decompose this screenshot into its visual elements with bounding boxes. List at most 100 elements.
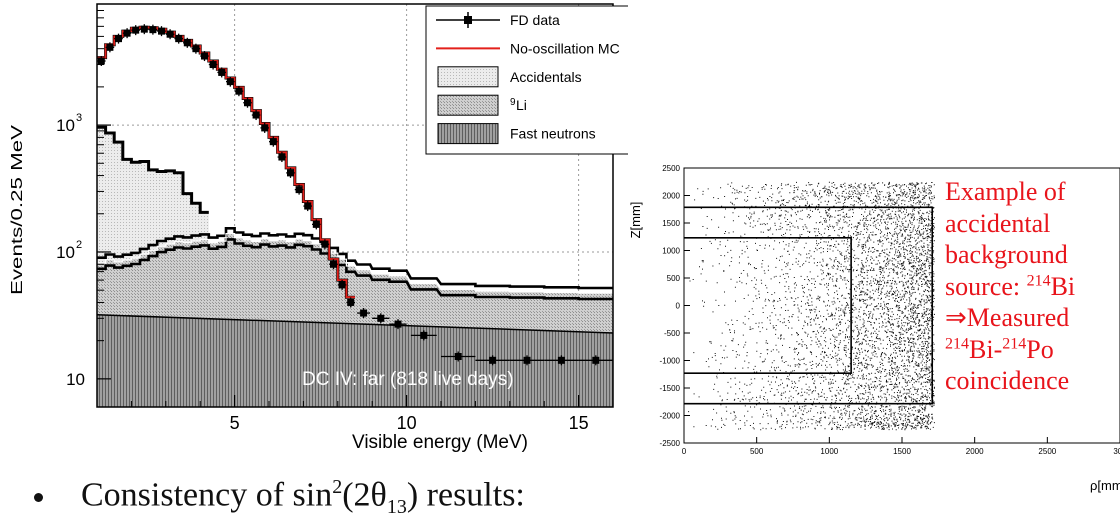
legend: FD data No-oscillation MC Accidentals 9 Li Fa… xyxy=(425,5,628,155)
bullet-line: Consistency of sin2(2θ13) results: xyxy=(34,470,525,524)
accidental-vertex-scatter: 0 500 1000 1500 2000 2500 300 -2500 -2000 -1500 -1… xyxy=(628,164,1120,493)
plot-frame xyxy=(96,3,614,408)
vertex-points xyxy=(688,181,935,431)
annotation-line-1: Example of xyxy=(945,177,1066,206)
fd-data-point xyxy=(304,202,312,210)
y-tick-exponent: 2 xyxy=(76,239,82,251)
legend-fd-marker xyxy=(464,16,472,24)
scatter-x-label: ρ[mm] xyxy=(1090,478,1120,493)
fast-neutrons-line xyxy=(96,314,614,334)
legend-label: Accidentals xyxy=(510,69,582,85)
fd-data-point xyxy=(269,138,277,146)
fast-neutrons-fill xyxy=(97,314,613,407)
fd-data-point xyxy=(235,87,243,95)
li9-band-lower xyxy=(97,238,613,301)
fd-data-point xyxy=(394,320,402,328)
fd-data-point xyxy=(209,61,217,69)
fd-data-point xyxy=(557,356,565,364)
dc-iv-label: DC IV: far (818 live days) xyxy=(302,369,514,390)
fd-data-point xyxy=(132,26,140,34)
x-axis-label: Visible energy (MeV) xyxy=(352,432,528,453)
sc-y-tick-label: -1000 xyxy=(660,357,681,366)
sc-y-tick-label: 2500 xyxy=(662,164,680,173)
scatter-y-label: Z[mm] xyxy=(628,202,643,239)
annotation-line-5: ⇒Measured xyxy=(945,303,1070,332)
sc-x-tick-label: 2000 xyxy=(966,447,984,456)
fd-data-point xyxy=(175,35,183,43)
sc-x-tick-label: 1000 xyxy=(820,447,838,456)
fd-data-point xyxy=(523,356,531,364)
annotation-line-3: background xyxy=(945,240,1068,269)
fd-data-point xyxy=(312,220,320,228)
accidental-annotation: Example of accidental background source:… xyxy=(945,176,1120,397)
fd-data-point xyxy=(252,111,260,119)
fd-data-point xyxy=(347,298,355,306)
legend-label: Fast neutrons xyxy=(510,126,596,142)
fd-data-point xyxy=(158,27,165,35)
fd-data-point xyxy=(338,281,346,289)
x-tick-label: 15 xyxy=(569,413,589,433)
x-tick-label: 10 xyxy=(397,413,417,433)
y-tick-label: 10 xyxy=(56,243,75,262)
fd-data-point xyxy=(244,99,251,107)
y-tick-label: 10 xyxy=(66,370,85,389)
scatter-ticks: 0 500 1000 1500 2000 2500 300 -2500 -2000 -1500 -1… xyxy=(660,164,1120,456)
accidentals-outline xyxy=(97,125,209,214)
fd-data-point xyxy=(97,57,105,65)
fd-data-point xyxy=(261,124,269,132)
legend-swatch xyxy=(437,66,499,88)
annotation-line-2: accidental xyxy=(945,208,1051,238)
fd-data-point xyxy=(226,78,234,86)
fd-data-point xyxy=(192,45,200,53)
sc-x-tick-label: 0 xyxy=(682,447,687,456)
annotation-line-4: source: 214Bi xyxy=(945,271,1076,301)
sc-y-tick-label: 500 xyxy=(667,274,681,283)
series-lines xyxy=(96,25,614,334)
bullet-icon xyxy=(34,493,43,503)
fd-data-point xyxy=(454,353,462,361)
fd-data-point xyxy=(330,260,337,268)
fd-data-point xyxy=(149,26,157,34)
fd-data-point xyxy=(360,309,368,317)
annotation-line-6: 214Bi-214Po xyxy=(945,334,1054,364)
fd-data-point xyxy=(377,314,385,322)
sc-y-tick-label: 2000 xyxy=(662,192,680,201)
legend-label-sup: 9 xyxy=(510,97,516,108)
x-tick-label: 5 xyxy=(230,413,240,433)
legend-label: No-oscillation MC xyxy=(510,40,620,56)
implies-arrow-icon: ⇒ xyxy=(945,303,967,332)
fd-data-point xyxy=(489,356,497,364)
fd-data-point xyxy=(278,153,286,161)
sc-y-tick-label: -500 xyxy=(664,329,681,338)
sc-y-tick-label: -1500 xyxy=(660,384,681,393)
sc-y-tick-label: 1000 xyxy=(662,247,680,256)
fd-data-point xyxy=(166,30,174,38)
fd-data-point xyxy=(218,68,226,76)
sc-y-tick-label: -2500 xyxy=(660,439,681,448)
fd-data-point xyxy=(123,29,131,37)
fd-data-point xyxy=(115,35,122,43)
fd-data-point xyxy=(287,169,294,177)
sc-y-tick-label: 0 xyxy=(676,302,681,311)
y-tick-label: 10 xyxy=(56,116,75,135)
legend-label: FD data xyxy=(510,12,560,28)
fd-data-point xyxy=(321,240,329,248)
sc-x-tick-label: 300 xyxy=(1113,447,1120,456)
sc-y-tick-label: 1500 xyxy=(662,219,680,228)
no-oscillation-mc-line xyxy=(97,26,355,299)
fd-data-point xyxy=(592,356,600,364)
fd-data-point xyxy=(420,331,428,339)
fd-data-point xyxy=(106,43,114,51)
detector-boundary-box xyxy=(684,237,852,374)
sc-x-tick-label: 500 xyxy=(750,447,764,456)
fd-data-point xyxy=(201,52,208,60)
sc-x-tick-label: 2500 xyxy=(1038,447,1056,456)
legend-swatch xyxy=(437,123,499,145)
y-tick-exponent: 3 xyxy=(76,112,82,124)
sc-x-tick-label: 1500 xyxy=(893,447,911,456)
fd-data-point xyxy=(140,25,148,33)
li9-band-upper xyxy=(97,227,613,290)
legend-swatch xyxy=(437,94,499,116)
